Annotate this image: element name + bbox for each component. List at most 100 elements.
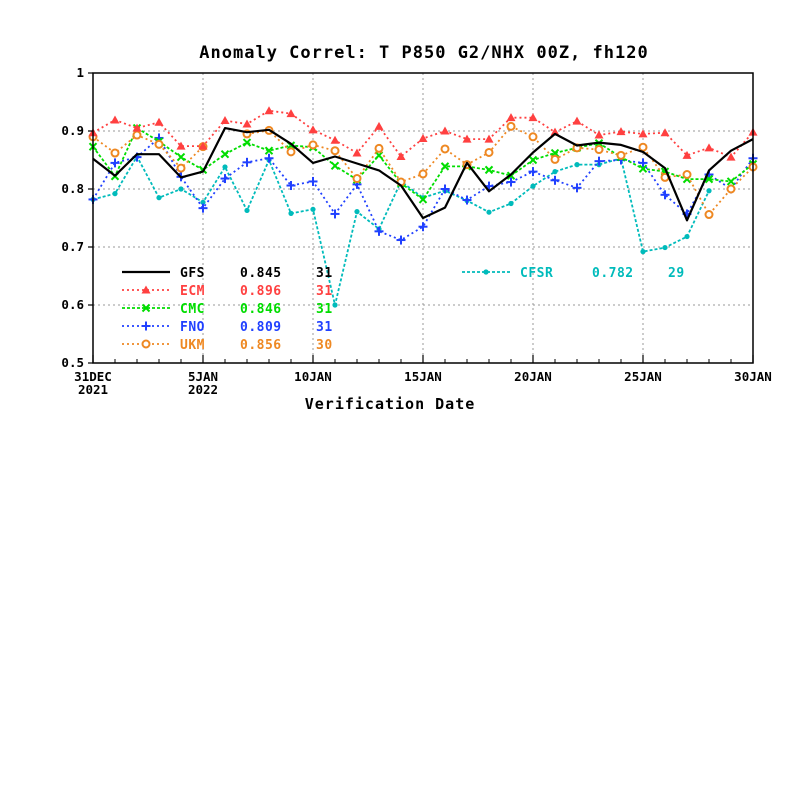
data-point: [550, 154, 560, 164]
data-point: [682, 170, 692, 179]
data-point: [440, 144, 450, 154]
legend-mean: 0.782: [592, 266, 634, 281]
data-point: [154, 139, 164, 149]
data-point: [418, 222, 428, 232]
data-point: [638, 164, 648, 173]
data-point: [418, 134, 428, 143]
data-point: [264, 146, 274, 155]
data-point: [220, 149, 230, 159]
data-point: [354, 209, 360, 215]
data-point: [486, 209, 492, 215]
data-point: [198, 141, 208, 150]
data-point: [141, 303, 151, 313]
data-point: [308, 140, 318, 150]
data-point: [484, 147, 494, 157]
data-point: [330, 146, 340, 156]
data-point: [286, 147, 296, 157]
legend-count: 31: [316, 302, 333, 317]
data-point: [141, 285, 151, 294]
data-point: [682, 150, 692, 159]
legend-entry-gfs: GFS 0.845 31: [122, 266, 333, 281]
data-point: [530, 183, 536, 189]
data-point: [374, 121, 384, 130]
data-point: [572, 183, 582, 193]
x-axis-title: Verification Date: [305, 395, 476, 413]
data-point: [154, 117, 164, 126]
data-point: [440, 162, 450, 171]
legend-entry-cfsr: CFSR 0.782 29: [462, 266, 684, 281]
data-point: [594, 156, 604, 166]
legend-count: 31: [316, 266, 333, 281]
legend-mean: 0.809: [240, 320, 282, 335]
data-point: [110, 158, 120, 168]
data-point: [396, 235, 406, 245]
data-point: [330, 161, 340, 171]
legend-name: CMC: [180, 302, 205, 317]
data-point: [242, 157, 252, 167]
data-point: [352, 148, 362, 157]
chart-title: Anomaly Correl: T P850 G2/NHX 00Z, fh120: [199, 43, 648, 63]
legend-mean: 0.845: [240, 266, 282, 281]
y-tick-label: 0.9: [61, 123, 84, 138]
data-point: [178, 186, 184, 192]
data-point: [242, 119, 252, 128]
data-point: [308, 176, 318, 186]
legend: GFS 0.845 31 ECM 0.896 31 CMC 0.846 31 FNO 0.809 31…: [122, 266, 684, 353]
data-point: [330, 209, 340, 219]
data-point: [572, 116, 582, 125]
data-point: [528, 167, 538, 177]
data-point: [132, 123, 142, 132]
legend-entry-cmc: CMC 0.846 31: [122, 302, 333, 317]
legend-entry-ukm: UKM 0.856 30: [122, 338, 332, 353]
data-point: [638, 158, 648, 168]
data-point: [616, 150, 626, 160]
data-point: [594, 145, 604, 155]
data-point: [310, 206, 316, 212]
data-point: [176, 152, 186, 162]
data-point: [462, 134, 472, 143]
legend-entry-ecm: ECM 0.896 31: [122, 284, 332, 299]
data-point: [374, 226, 384, 236]
data-point: [176, 141, 186, 150]
y-tick-label: 0.7: [61, 239, 84, 254]
x-tick-label: 10JAN: [294, 369, 332, 384]
legend-name: ECM: [180, 284, 205, 299]
data-point: [222, 164, 228, 170]
data-point: [704, 143, 714, 152]
data-point: [638, 129, 648, 138]
data-point: [616, 127, 626, 136]
data-point: [484, 165, 494, 175]
legend-entry-fno: FNO 0.809 31: [122, 320, 333, 335]
x-tick-label: 5JAN: [188, 369, 218, 384]
data-point: [550, 148, 560, 158]
y-tick-label: 0.5: [61, 355, 84, 370]
data-point: [141, 321, 151, 331]
series-line: [92, 127, 754, 222]
data-point: [418, 169, 428, 179]
data-point: [506, 121, 516, 131]
data-point: [506, 113, 516, 122]
data-point: [330, 135, 340, 144]
data-point: [418, 195, 428, 204]
x-tick-label: 20JAN: [514, 369, 552, 384]
data-point: [483, 269, 489, 275]
legend-name: FNO: [180, 320, 205, 335]
series-ukm: [88, 121, 758, 220]
x-tick-sublabel: 2021: [78, 382, 108, 397]
data-point: [264, 153, 274, 163]
data-point: [264, 106, 274, 115]
data-point: [244, 207, 250, 214]
data-point: [726, 152, 736, 161]
data-point: [242, 138, 252, 147]
data-point: [508, 200, 514, 207]
legend-count: 31: [316, 320, 333, 335]
data-point: [198, 203, 208, 213]
data-point: [484, 134, 494, 143]
data-point: [332, 302, 338, 308]
data-point: [662, 244, 668, 251]
data-point: [462, 195, 472, 205]
data-point: [660, 190, 670, 200]
data-point: [660, 128, 670, 137]
series-ecm: [88, 106, 758, 161]
